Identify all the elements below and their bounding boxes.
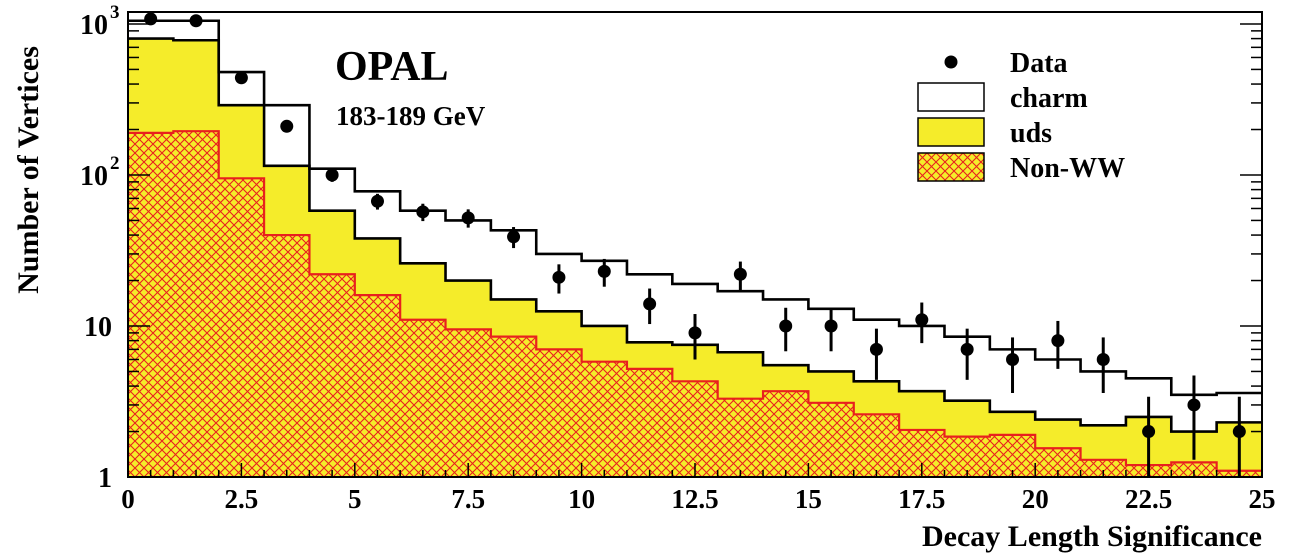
data-point — [733, 267, 747, 281]
legend-label: Data — [1010, 48, 1068, 79]
x-tick-label: 12.5 — [671, 484, 718, 514]
data-point — [416, 205, 430, 219]
legend-swatch-non-ww — [917, 152, 985, 182]
x-tick-label: 2.5 — [225, 484, 259, 514]
x-tick-label: 25 — [1249, 484, 1276, 514]
x-tick-label: 10 — [568, 484, 595, 514]
x-tick-label: 17.5 — [898, 484, 945, 514]
data-point — [144, 12, 158, 26]
data-point — [189, 14, 203, 28]
legend-label: charm — [1010, 83, 1088, 114]
x-tick-label: 5 — [348, 484, 362, 514]
x-axis-label: Decay Length Significance — [922, 520, 1262, 553]
data-point — [1006, 352, 1020, 366]
y-tick-label: 10 — [84, 312, 112, 343]
data-point — [552, 270, 566, 284]
non-ww-bar — [717, 398, 764, 477]
data-point — [1187, 398, 1201, 412]
data-point — [597, 264, 611, 278]
legend-swatch-charm — [917, 82, 985, 112]
data-point — [643, 297, 657, 311]
data-point — [960, 342, 974, 356]
x-tick-label: 0 — [121, 484, 135, 514]
non-ww-bar — [173, 131, 220, 477]
non-ww-bar — [400, 319, 447, 477]
non-ww-outline — [128, 130, 1262, 472]
data-point — [779, 319, 793, 333]
data-point — [869, 342, 883, 356]
data-points — [144, 12, 1246, 477]
y-tick-label: 10 — [80, 161, 108, 192]
histogram-fills — [128, 38, 1262, 477]
non-ww-bar — [445, 329, 492, 477]
x-tick-label: 20 — [1022, 484, 1049, 514]
data-point — [1142, 425, 1156, 439]
non-ww-bar — [309, 274, 356, 477]
x-tick-label: 15 — [795, 484, 822, 514]
y-tick-exponent: 3 — [110, 2, 120, 23]
non-ww-bar — [1080, 459, 1127, 477]
legend-swatch-uds — [917, 117, 985, 147]
data-point — [1232, 425, 1246, 439]
data-point — [507, 230, 521, 244]
non-ww-bar — [490, 336, 537, 477]
non-ww-bar — [808, 402, 855, 477]
legend: Data charm uds Non-WW — [917, 48, 1125, 184]
legend-marker — [944, 55, 958, 69]
x-tick-label: 7.5 — [451, 484, 485, 514]
y-tick-label: 1 — [98, 463, 112, 494]
legend-label: Non-WW — [1010, 153, 1125, 184]
non-ww-bar — [354, 295, 401, 477]
data-point — [1051, 334, 1065, 348]
data-point — [325, 168, 339, 182]
non-ww-bar — [763, 391, 809, 477]
non-ww-bar — [128, 132, 174, 477]
non-ww-bar — [989, 434, 1036, 477]
non-ww-bar — [1171, 462, 1218, 477]
data-point — [461, 211, 475, 225]
chart-title: OPAL — [335, 44, 449, 90]
non-ww-bar — [626, 368, 673, 477]
non-ww-bar — [536, 349, 583, 477]
y-tick-label: 10 — [80, 10, 108, 41]
y-axis-label: Number of Vertices — [12, 46, 45, 294]
x-axis: 0 2.5 5 7.5 10 12.5 15 17.5 20 22.5 25 — [121, 463, 1276, 514]
data-point — [280, 119, 294, 133]
chart-subtitle: 183-189 GeV — [336, 101, 486, 131]
non-ww-bar — [853, 414, 900, 477]
data-point — [1096, 352, 1110, 366]
data-point — [370, 194, 384, 208]
data-point — [824, 319, 838, 333]
non-ww-bar — [264, 235, 310, 477]
y-tick-exponent: 2 — [110, 153, 120, 174]
non-ww-bar — [581, 361, 628, 477]
data-point — [915, 313, 929, 327]
data-point — [234, 71, 248, 85]
x-tick-label: 22.5 — [1125, 484, 1172, 514]
legend-label: uds — [1010, 118, 1052, 149]
data-point — [688, 326, 702, 340]
non-ww-bar — [218, 178, 265, 477]
non-ww-bar — [672, 381, 719, 477]
charm-outline — [128, 19, 1262, 397]
